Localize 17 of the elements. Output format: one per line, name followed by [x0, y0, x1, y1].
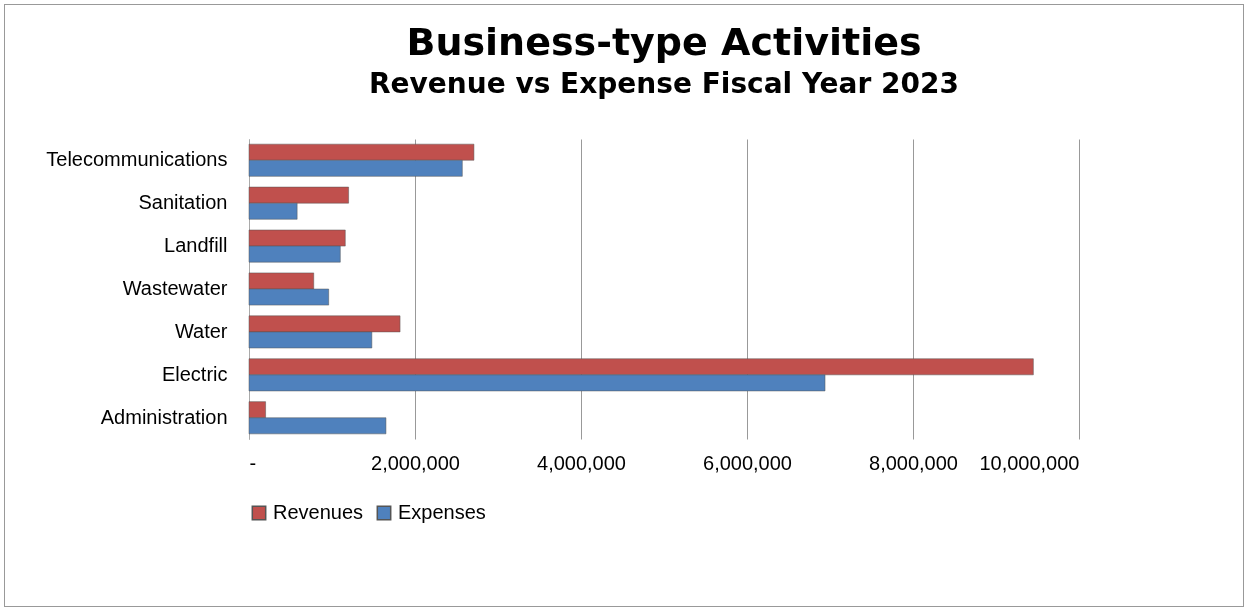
legend-label: Expenses: [398, 501, 486, 523]
x-tick-label: 6,000,000: [703, 451, 792, 474]
y-tick-label: Wastewater: [122, 277, 228, 299]
chart-title: Business-type Activities: [406, 20, 922, 64]
chart-subtitle: Revenue vs Expense Fiscal Year 2023: [369, 67, 959, 100]
x-tick-label: 8,000,000: [869, 451, 958, 474]
y-tick-label: Telecommunications: [46, 148, 228, 171]
legend-label: Revenues: [273, 501, 364, 523]
y-tick-label: Water: [174, 319, 228, 342]
x-tick-label: 2,000,000: [371, 451, 460, 474]
y-tick-label: Administration: [100, 405, 228, 428]
x-tick-label: 10,000,000: [979, 451, 1080, 474]
x-tick-label: -: [249, 451, 257, 474]
y-tick-label: Sanitation: [138, 191, 228, 214]
y-tick-label: Electric: [161, 362, 228, 385]
x-tick-label: 4,000,000: [537, 451, 626, 474]
y-tick-label: Landfill: [164, 234, 228, 257]
